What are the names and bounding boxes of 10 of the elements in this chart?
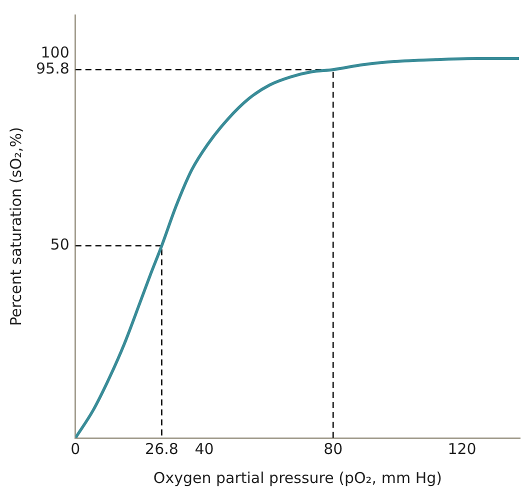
x-tick-label: 80 <box>324 440 343 458</box>
x-tick-label: 0 <box>70 440 80 458</box>
y-axis-title: Percent saturation (sO₂,%) <box>6 127 25 326</box>
x-axis-title: Oxygen partial pressure (pO₂, mm Hg) <box>153 468 442 487</box>
x-tick-label: 120 <box>448 440 476 458</box>
x-tick-label: 26.8 <box>145 440 178 458</box>
x-tick-label: 40 <box>194 440 214 458</box>
y-tick-label: 50 <box>50 236 70 254</box>
y-tick-label: 95.8 <box>36 59 70 78</box>
y-tick-label: 100 <box>40 43 70 62</box>
